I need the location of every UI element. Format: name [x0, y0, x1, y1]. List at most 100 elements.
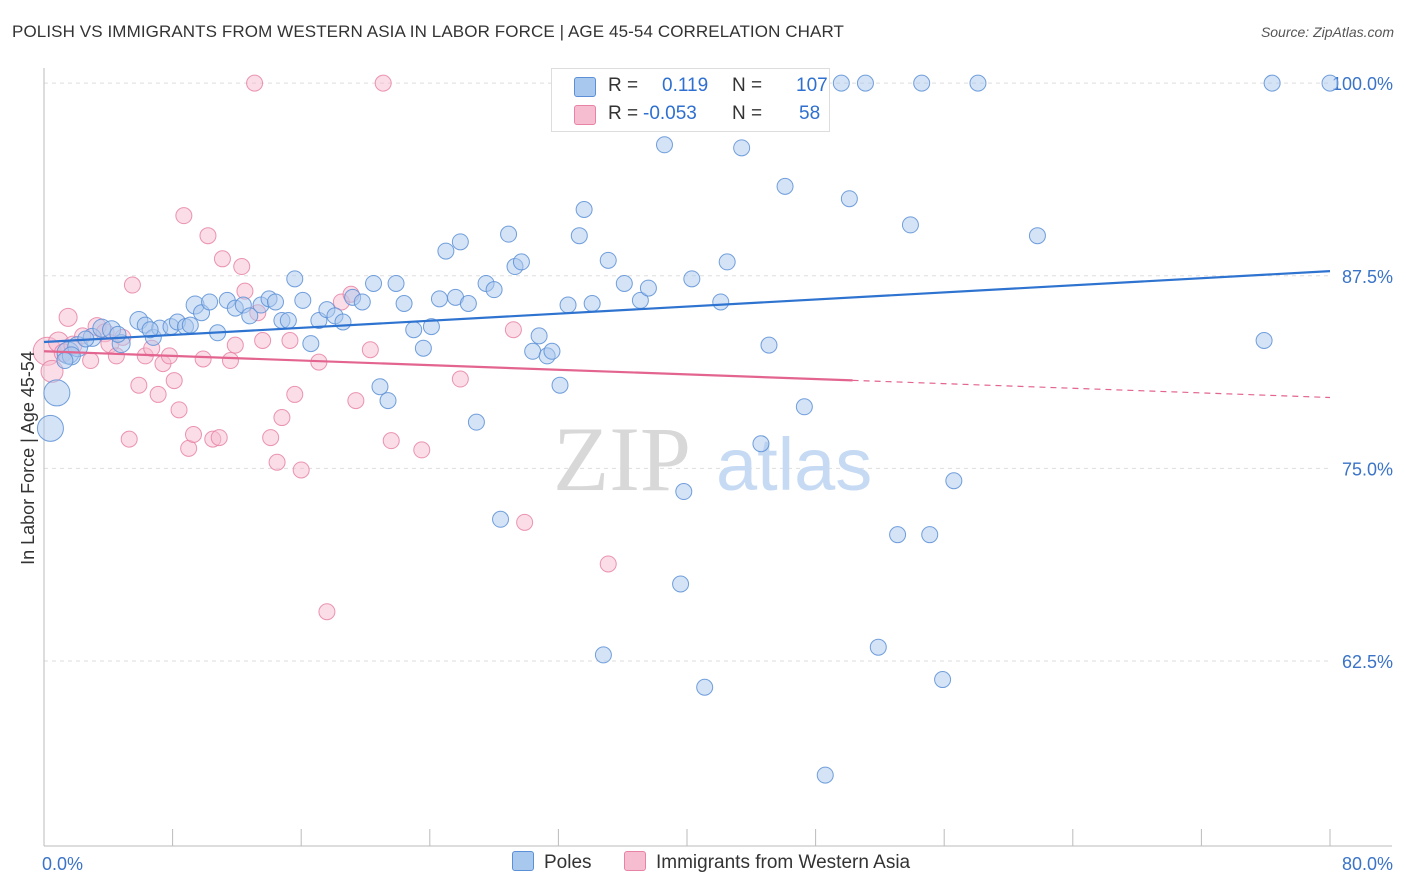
- poles-point: [1255, 331, 1273, 349]
- poles-swatch: [512, 851, 534, 871]
- poles-point: [334, 313, 352, 331]
- immigrants-point: [226, 336, 244, 354]
- poles-point: [302, 335, 320, 353]
- immigrants-point: [382, 432, 400, 450]
- immigrants-point: [120, 430, 138, 448]
- y-tick-label: 100.0%: [1332, 74, 1393, 94]
- immigrants-point: [165, 372, 183, 390]
- legend-n-label: N =: [732, 75, 763, 96]
- immigrants-point: [318, 603, 336, 621]
- poles-point: [530, 327, 548, 345]
- poles-point: [832, 74, 850, 92]
- y-tick-label: 87.5%: [1342, 267, 1393, 287]
- poles-point: [414, 339, 432, 357]
- immigrants-point: [221, 352, 239, 370]
- poles-point: [696, 678, 714, 696]
- immigrants-point: [286, 385, 304, 403]
- immigrants-point: [292, 461, 310, 479]
- immigrants-point: [254, 331, 272, 349]
- poles-point: [500, 225, 518, 243]
- source-label: Source: ZipAtlas.com: [1260, 24, 1394, 40]
- poles-point: [451, 233, 469, 251]
- poles-point: [599, 251, 617, 269]
- immigrants-point: [184, 426, 202, 444]
- immigrants-point: [123, 276, 141, 294]
- poles-point: [422, 318, 440, 336]
- poles-point: [365, 274, 383, 292]
- poles-trend-line: [43, 270, 1331, 344]
- poles-point: [921, 526, 939, 544]
- poles-point: [1321, 74, 1339, 92]
- immigrants-point: [58, 307, 78, 327]
- poles-point: [559, 296, 577, 314]
- watermark-atlas: atlas: [716, 423, 872, 506]
- immigrants-point: [233, 258, 251, 276]
- immigrants-point: [451, 370, 469, 388]
- legend-swatch-immigrants: [574, 105, 596, 125]
- poles-point: [201, 293, 219, 311]
- poles-point: [405, 321, 423, 339]
- poles-point: [934, 671, 952, 689]
- bottom-legend-immigrants: Immigrants from Western Asia: [624, 851, 910, 874]
- poles-point: [816, 766, 834, 784]
- poles-point: [840, 190, 858, 208]
- immigrants-point: [194, 350, 212, 368]
- poles-point: [733, 139, 751, 157]
- poles-point: [109, 325, 127, 343]
- poles-point: [141, 321, 159, 339]
- legend-r-label: R =: [608, 75, 639, 96]
- poles-point: [672, 575, 690, 593]
- immigrants-point: [361, 341, 379, 359]
- poles-point: [615, 274, 633, 292]
- watermark-zip: ZIP: [553, 408, 691, 510]
- poles-point: [266, 293, 284, 311]
- chart-title: POLISH VS IMMIGRANTS FROM WESTERN ASIA I…: [12, 22, 845, 41]
- poles-point: [795, 398, 813, 416]
- immigrants-legend-label: Immigrants from Western Asia: [656, 852, 911, 873]
- immigrants-point: [213, 250, 231, 268]
- immigrants-point: [413, 441, 431, 459]
- y-tick-label: 62.5%: [1342, 652, 1393, 672]
- legend-r-value: 0.119: [662, 75, 709, 96]
- poles-point: [286, 270, 304, 288]
- poles-legend-label: Poles: [544, 852, 592, 873]
- immigrants-point: [246, 74, 264, 92]
- poles-point: [913, 74, 931, 92]
- legend-r-value: -0.053: [643, 103, 697, 124]
- poles-point: [43, 379, 71, 407]
- poles-point: [551, 376, 569, 394]
- immigrants-point: [149, 385, 167, 403]
- immigrants-point: [599, 555, 617, 573]
- poles-point: [683, 270, 701, 288]
- poles-point: [387, 274, 405, 292]
- immigrants-point: [130, 376, 148, 394]
- immigrants-point: [347, 392, 365, 410]
- x-tick-label: 80.0%: [1342, 854, 1393, 874]
- bottom-legend-poles: Poles: [512, 851, 592, 874]
- poles-point: [1028, 227, 1046, 245]
- poles-point: [760, 336, 778, 354]
- y-tick-label: 75.0%: [1342, 459, 1393, 479]
- poles-point: [583, 295, 601, 313]
- immigrants-point: [374, 74, 392, 92]
- immigrants-point: [210, 429, 228, 447]
- poles-point: [675, 483, 693, 501]
- poles-point: [594, 646, 612, 664]
- poles-point: [294, 291, 312, 309]
- immigrants-point: [170, 401, 188, 419]
- immigrants-point: [268, 453, 286, 471]
- immigrants-point: [82, 352, 100, 370]
- poles-point: [379, 392, 397, 410]
- immigrants-point: [281, 331, 299, 349]
- poles-point: [459, 295, 477, 313]
- immigrants-point: [273, 409, 291, 427]
- poles-point: [776, 177, 794, 195]
- poles-point: [279, 311, 297, 329]
- poles-point: [512, 253, 530, 271]
- poles-point: [36, 414, 64, 442]
- poles-point: [524, 342, 542, 360]
- poles-point: [901, 216, 919, 234]
- poles-point: [945, 472, 963, 490]
- immigrants-point: [199, 227, 217, 245]
